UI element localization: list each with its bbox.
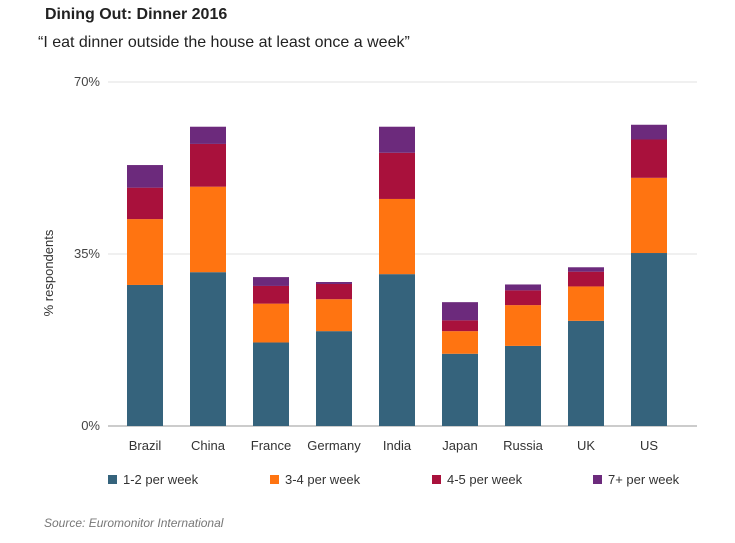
bar-group-germany bbox=[316, 282, 352, 426]
bar-germany-4-5-per-week bbox=[316, 283, 352, 300]
x-tick-label-germany: Germany bbox=[307, 438, 361, 453]
bar-uk-4-5-per-week bbox=[568, 271, 604, 287]
bar-us-1-2-per-week bbox=[631, 253, 667, 426]
x-tick-label-uk: UK bbox=[577, 438, 595, 453]
chart-title: Dining Out: Dinner 2016 bbox=[45, 6, 228, 23]
bar-china-3-4-per-week bbox=[190, 186, 226, 273]
bar-group-china bbox=[190, 126, 226, 426]
legend-label-3-4: 3-4 per week bbox=[285, 472, 361, 487]
bar-us-7-per-week bbox=[631, 124, 667, 140]
bar-brazil-3-4-per-week bbox=[127, 219, 163, 285]
bar-russia-1-2-per-week bbox=[505, 345, 541, 426]
bar-india-7-per-week bbox=[379, 126, 415, 153]
bar-india-4-5-per-week bbox=[379, 152, 415, 199]
legend-item-1-2: 1-2 per week bbox=[108, 472, 198, 487]
legend-label-4-5: 4-5 per week bbox=[447, 472, 523, 487]
x-tick-label-japan: Japan bbox=[442, 438, 477, 453]
bar-brazil-4-5-per-week bbox=[127, 187, 163, 220]
legend-swatch-7plus bbox=[593, 475, 602, 484]
bar-group-russia bbox=[505, 284, 541, 426]
bar-uk-7-per-week bbox=[568, 267, 604, 272]
bar-japan-3-4-per-week bbox=[442, 331, 478, 354]
bar-germany-3-4-per-week bbox=[316, 299, 352, 332]
x-tick-labels: Brazil China France Germany India Japan Russia… bbox=[129, 438, 659, 453]
bar-brazil-1-2-per-week bbox=[127, 284, 163, 426]
bar-group-uk bbox=[568, 267, 604, 426]
legend-label-7plus: 7+ per week bbox=[608, 472, 680, 487]
y-tick-label-35: 35% bbox=[74, 246, 100, 261]
bar-group-us bbox=[631, 124, 667, 426]
x-tick-label-france: France bbox=[251, 438, 291, 453]
bar-china-1-2-per-week bbox=[190, 272, 226, 426]
legend-item-7plus: 7+ per week bbox=[593, 472, 679, 487]
bar-france-7-per-week bbox=[253, 277, 289, 286]
legend-swatch-4-5 bbox=[432, 475, 441, 484]
bar-japan-7-per-week bbox=[442, 302, 478, 321]
chart-subtitle: “I eat dinner outside the house at least… bbox=[38, 34, 410, 51]
bar-uk-3-4-per-week bbox=[568, 286, 604, 321]
bar-china-4-5-per-week bbox=[190, 143, 226, 187]
source-note: Source: Euromonitor International bbox=[44, 516, 224, 530]
bar-group-france bbox=[253, 277, 289, 426]
bar-group-india bbox=[379, 126, 415, 426]
bar-us-4-5-per-week bbox=[631, 139, 667, 178]
bar-india-1-2-per-week bbox=[379, 274, 415, 426]
legend-swatch-3-4 bbox=[270, 475, 279, 484]
bar-group-brazil bbox=[127, 165, 163, 426]
x-tick-label-brazil: Brazil bbox=[129, 438, 162, 453]
legend-swatch-1-2 bbox=[108, 475, 117, 484]
bar-group-japan bbox=[442, 302, 478, 426]
bar-russia-4-5-per-week bbox=[505, 290, 541, 306]
bar-france-4-5-per-week bbox=[253, 285, 289, 304]
bar-japan-1-2-per-week bbox=[442, 353, 478, 426]
bar-brazil-7-per-week bbox=[127, 165, 163, 188]
legend-label-1-2: 1-2 per week bbox=[123, 472, 199, 487]
bar-france-1-2-per-week bbox=[253, 342, 289, 426]
bar-india-3-4-per-week bbox=[379, 198, 415, 275]
y-tick-label-0: 0% bbox=[81, 418, 100, 433]
bar-russia-7-per-week bbox=[505, 284, 541, 291]
stacked-bar-chart: 0% 35% 70% Brazil China France Germany India Ja… bbox=[41, 74, 697, 453]
bar-germany-1-2-per-week bbox=[316, 331, 352, 426]
x-tick-label-russia: Russia bbox=[503, 438, 544, 453]
bar-france-3-4-per-week bbox=[253, 303, 289, 343]
y-tick-label-70: 70% bbox=[74, 74, 100, 89]
legend: 1-2 per week 3-4 per week 4-5 per week 7… bbox=[0, 472, 735, 492]
y-axis-title: % respondents bbox=[41, 229, 56, 316]
bar-germany-7-per-week bbox=[316, 282, 352, 284]
bars-layer bbox=[127, 124, 667, 426]
legend-item-4-5: 4-5 per week bbox=[432, 472, 522, 487]
x-tick-label-india: India bbox=[383, 438, 412, 453]
x-tick-label-us: US bbox=[640, 438, 658, 453]
bar-uk-1-2-per-week bbox=[568, 320, 604, 426]
legend-item-3-4: 3-4 per week bbox=[270, 472, 360, 487]
bar-china-7-per-week bbox=[190, 126, 226, 144]
bar-russia-3-4-per-week bbox=[505, 305, 541, 346]
bar-us-3-4-per-week bbox=[631, 177, 667, 254]
x-tick-label-china: China bbox=[191, 438, 226, 453]
bar-japan-4-5-per-week bbox=[442, 320, 478, 332]
